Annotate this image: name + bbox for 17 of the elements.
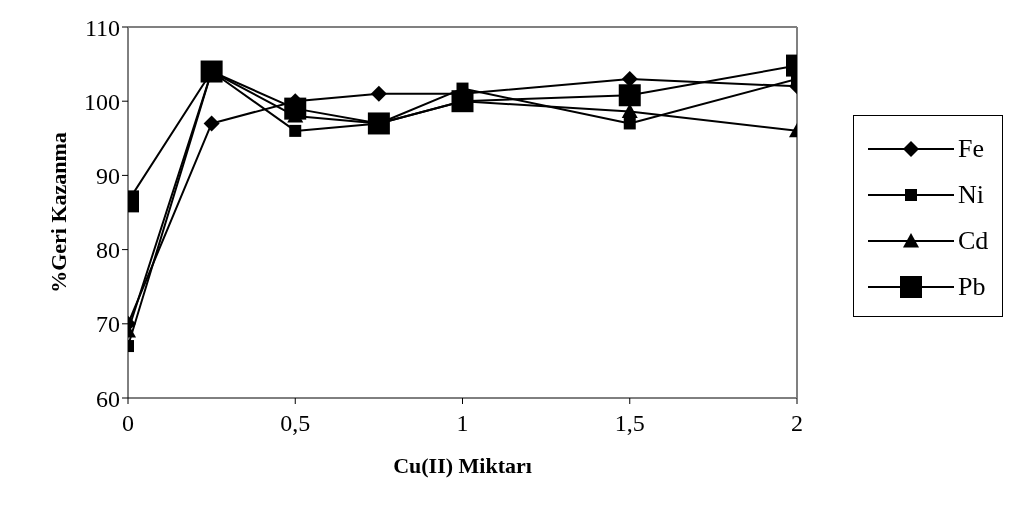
- y-tick-label: 110: [84, 14, 120, 41]
- x-tick-label: 0: [122, 410, 134, 437]
- x-tick-label: 0,5: [280, 410, 311, 437]
- y-tick-label: 90: [96, 162, 120, 189]
- legend-label: Fe: [958, 134, 984, 164]
- y-axis-title: %Geri Kazanma: [45, 132, 71, 293]
- y-tick-label: 80: [96, 237, 120, 264]
- legend-label: Ni: [958, 180, 984, 210]
- y-tick-label: 70: [96, 311, 120, 338]
- x-axis-title: Cu(II) Miktarı: [393, 453, 532, 478]
- legend-label: Cd: [958, 226, 989, 256]
- y-tick-label: 100: [84, 88, 120, 115]
- legend-label: Pb: [958, 272, 986, 302]
- x-tick-label: 2: [791, 410, 803, 437]
- x-tick-label: 1,5: [614, 410, 645, 437]
- y-tick-label: 60: [96, 385, 120, 412]
- x-tick-label: 1: [456, 410, 469, 437]
